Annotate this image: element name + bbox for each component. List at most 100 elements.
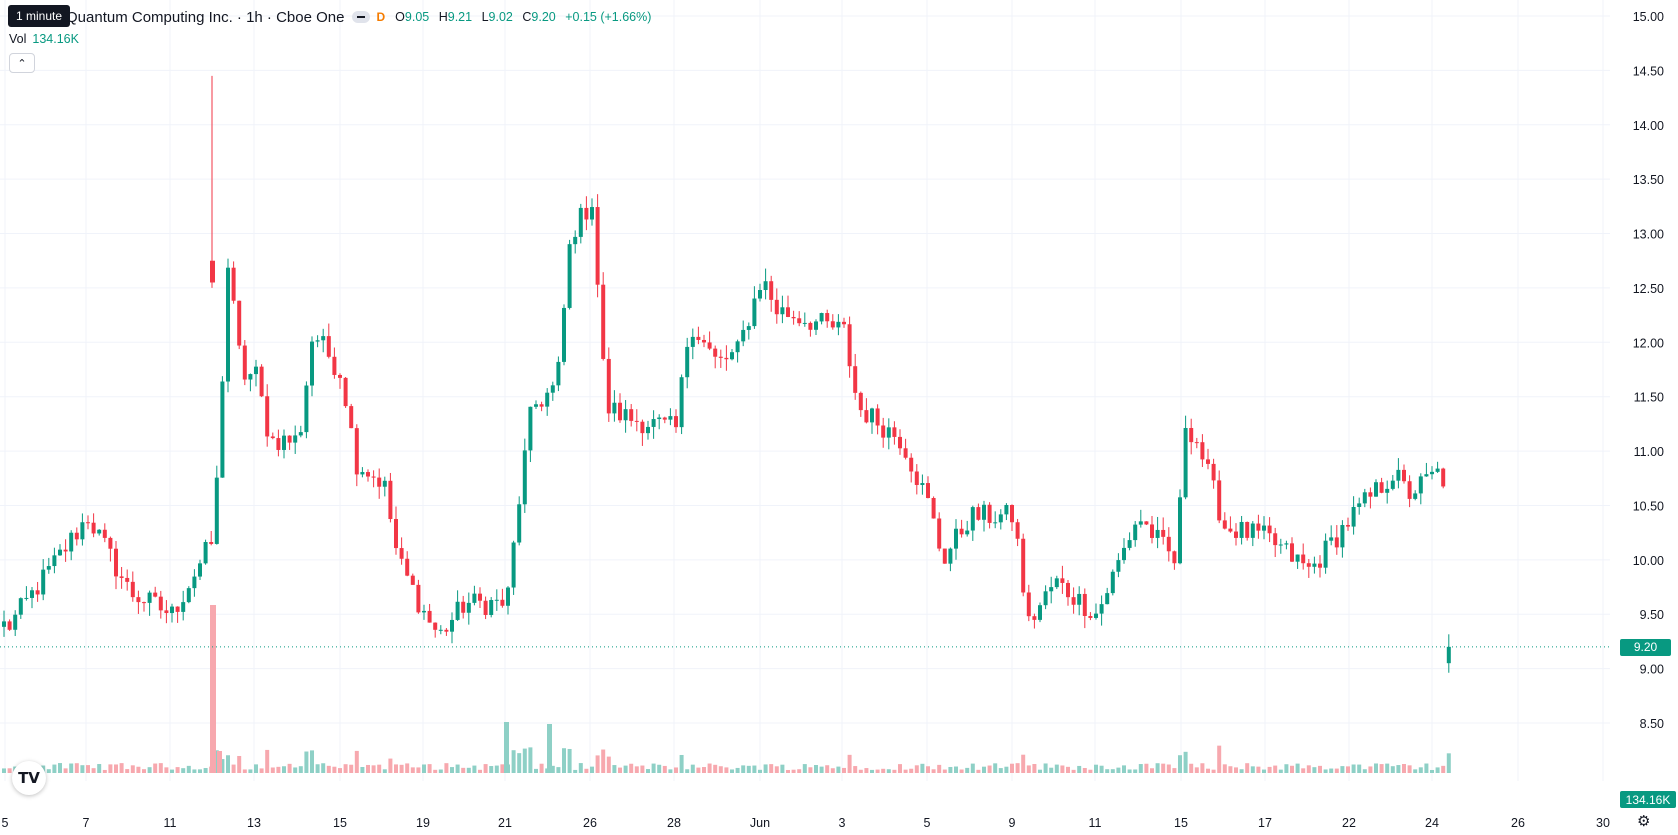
volume-bar	[752, 765, 757, 773]
candle-body	[1088, 615, 1093, 618]
candle-body	[875, 408, 880, 426]
symbol-title[interactable]: Quantum Computing Inc. · 1h · Cboe One	[66, 8, 345, 26]
volume-spike-bar	[210, 605, 216, 773]
candle-body	[573, 236, 578, 245]
volume-bar	[332, 766, 337, 773]
candle-body	[696, 336, 701, 340]
candle-body	[1234, 531, 1238, 538]
candle-body	[1161, 529, 1166, 537]
candle-body	[254, 366, 258, 375]
gear-icon[interactable]: ⚙	[1637, 813, 1651, 830]
candle-body	[769, 281, 774, 300]
y-tick-label: 9.50	[1640, 608, 1664, 622]
volume-bar	[500, 764, 505, 773]
candle-body	[1116, 560, 1121, 572]
close-label: C	[522, 10, 532, 24]
candle-body	[1043, 591, 1048, 606]
candle-body	[584, 207, 589, 220]
candle-body	[433, 622, 438, 630]
volume-bar	[1390, 766, 1395, 773]
candle-body	[293, 435, 298, 443]
candle-body	[830, 321, 835, 328]
data-delay-badge[interactable]: D	[376, 10, 386, 24]
x-axis[interactable]: 5 7 11 13 15 19 21 26 28 Jun 3 5 9 11 15 17 22 24 26 30	[2, 816, 1610, 830]
volume-bar	[170, 769, 174, 773]
volume-bar	[410, 767, 415, 773]
volume-bar	[270, 767, 275, 773]
volume-bar	[58, 763, 62, 773]
volume-bar	[1273, 765, 1278, 773]
volume-bar	[1105, 769, 1110, 773]
volume-bar	[198, 769, 202, 773]
volume-bar	[993, 763, 998, 773]
y-tick-label: 14.50	[1633, 64, 1664, 78]
candle-body	[942, 548, 947, 564]
volume-bar	[842, 767, 846, 773]
candle-body	[119, 576, 124, 578]
candle-body	[1021, 538, 1026, 593]
y-axis[interactable]: 15.00 14.50 14.00 13.50 13.00 12.50 12.00 11.50…	[1633, 10, 1664, 731]
volume-bar	[618, 767, 622, 773]
candle-body	[1312, 563, 1317, 567]
volume-bar	[864, 768, 869, 773]
symbol-legend[interactable]: Quantum Computing Inc. · 1h · Cboe One D…	[0, 6, 651, 28]
candle-body	[735, 341, 740, 353]
volume-bar	[203, 768, 208, 773]
candle-body	[46, 566, 51, 570]
visibility-toggle-icon[interactable]	[352, 11, 371, 23]
candle-body	[382, 480, 387, 487]
x-tick-label: 11	[164, 816, 177, 830]
candle-body	[595, 207, 600, 285]
candle-body	[30, 590, 34, 598]
candle-body	[1396, 469, 1401, 481]
volume-bar	[119, 763, 124, 773]
candle-body	[209, 542, 214, 544]
candle-body	[651, 419, 656, 427]
volume-bar	[360, 766, 365, 773]
candle-body	[898, 436, 902, 449]
volume-legend[interactable]: Vol 134.16K	[9, 32, 79, 46]
volume-bar	[1099, 765, 1104, 773]
candle-body	[41, 569, 46, 595]
volume-bar	[226, 755, 230, 773]
volume-bar	[634, 766, 639, 773]
candle-body	[86, 522, 90, 524]
volume-bar	[192, 769, 197, 773]
volume-bar	[640, 765, 645, 773]
candle-body	[662, 417, 667, 420]
volume-spike-bar	[217, 751, 222, 773]
candle-body	[1038, 605, 1042, 620]
candle-body	[1026, 592, 1031, 617]
collapse-legend-button[interactable]: ⌃	[9, 53, 35, 73]
volume-bar	[1413, 769, 1418, 773]
candle-body	[7, 621, 12, 630]
volume-bar	[489, 766, 494, 773]
volume-bar	[651, 763, 656, 773]
candle-body	[623, 409, 628, 421]
y-tick-label: 12.00	[1633, 336, 1664, 350]
volume-bar	[1418, 767, 1423, 773]
x-tick-label: 11	[1089, 816, 1102, 830]
tradingview-logo-icon[interactable]: TV	[12, 761, 46, 795]
candle-body	[203, 542, 208, 564]
volume-bar	[1368, 766, 1373, 773]
candle-body	[1066, 582, 1070, 598]
volume-bar	[52, 764, 57, 773]
candle-body	[1430, 471, 1434, 475]
candle-body	[237, 300, 242, 346]
candle-body	[657, 417, 662, 420]
x-tick-label: 24	[1425, 816, 1439, 830]
candle-body	[494, 599, 499, 601]
close-value: 9.20	[531, 10, 556, 24]
open-value: 9.05	[404, 10, 430, 24]
y-tick-label: 9.00	[1640, 663, 1664, 677]
candle-body	[1138, 521, 1143, 525]
candle-body	[1211, 463, 1216, 481]
candle-body	[987, 504, 992, 523]
volume-bar	[7, 768, 12, 773]
volume-bar	[584, 768, 589, 773]
volume-bar	[405, 763, 410, 773]
volume-bar	[259, 768, 264, 773]
candle-body	[886, 427, 891, 438]
